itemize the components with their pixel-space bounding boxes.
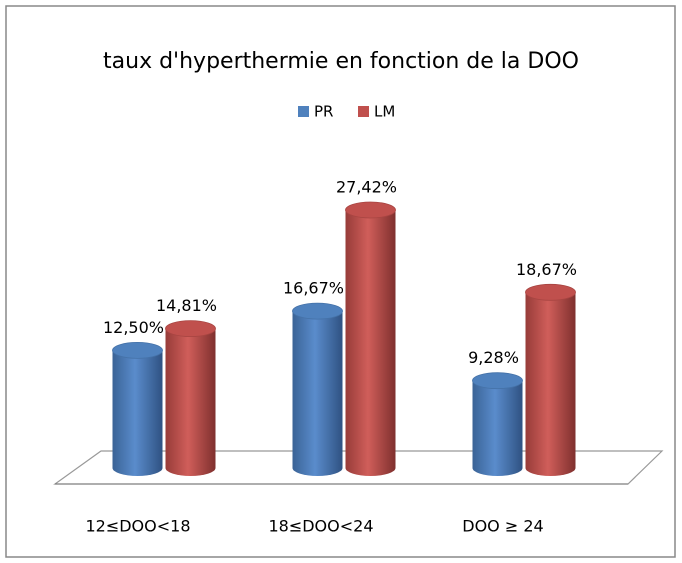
bar — [345, 209, 396, 477]
legend-swatch — [358, 106, 369, 117]
chart-title: taux d'hyperthermie en fonction de la DO… — [103, 49, 579, 74]
bar-top — [112, 341, 163, 359]
bar — [472, 380, 523, 476]
bar — [525, 292, 576, 476]
data-label: 12,50% — [103, 318, 164, 337]
data-label: 27,42% — [336, 177, 397, 196]
data-label: 16,67% — [283, 279, 344, 298]
bar-top — [525, 283, 576, 301]
x-tick-label: DOO ≥ 24 — [462, 517, 543, 536]
bar-top — [345, 201, 396, 219]
bar — [292, 311, 343, 476]
legend-label: PR — [314, 103, 333, 121]
legend-label: LM — [374, 103, 395, 121]
x-tick-label: 18≤DOO<24 — [268, 517, 373, 536]
bar-top — [472, 372, 523, 390]
data-label: 18,67% — [516, 260, 577, 279]
bar — [112, 350, 163, 476]
data-label: 14,81% — [156, 296, 217, 315]
x-tick-label: 12≤DOO<18 — [85, 517, 190, 536]
bar-top — [165, 320, 216, 338]
data-label: 9,28% — [468, 348, 519, 367]
bar-top — [292, 302, 343, 320]
bar — [165, 328, 216, 476]
legend-swatch — [298, 106, 309, 117]
